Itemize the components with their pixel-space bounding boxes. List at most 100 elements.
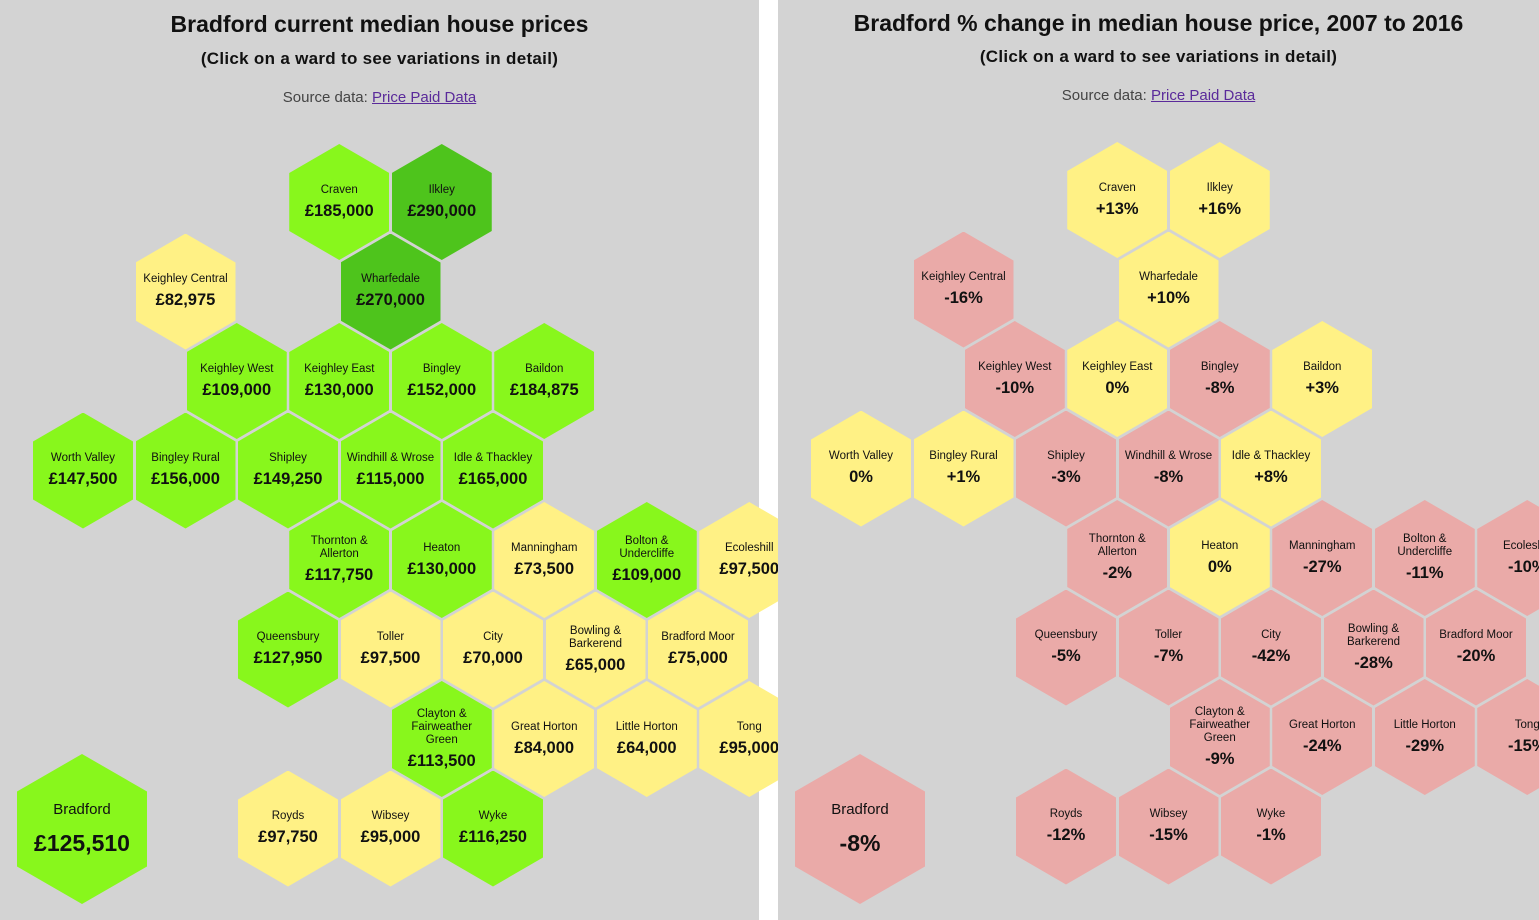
ward-hex-great-horton[interactable]: Great Horton £84,000 [494,681,595,797]
ward-value: £127,950 [253,649,323,667]
ward-name: Thornton & Allerton [1088,533,1146,558]
source-link[interactable]: Price Paid Data [1151,87,1256,104]
ward-value: £109,000 [202,380,272,399]
ward-name: Wibsey [1149,808,1188,820]
ward-name: Toller [376,631,405,643]
ward-name: Royds [271,810,305,822]
ward-name: Clayton & Fairweather Green [411,707,473,746]
ward-value: -42% [1251,647,1291,665]
ward-hex-keighley-east[interactable]: Keighley East 0% [1067,321,1168,437]
summary-value: £125,510 [34,830,130,856]
ward-hex-wharfedale[interactable]: Wharfedale +10% [1118,231,1219,348]
ward-hex-bradford-moor[interactable]: Bradford Moor £75,000 [648,591,748,708]
ward-hex-manningham[interactable]: Manningham -27% [1272,500,1373,616]
ward-hex-clayton-and-fairweather-green[interactable]: Clayton & Fairweather Green -9% [1169,679,1270,795]
ward-value: £290,000 [407,201,477,220]
ward-name: Wyke [1256,808,1286,820]
ward-hex-thornton-and-allerton[interactable]: Thornton & Allerton -2% [1067,500,1168,616]
ward-name: City [483,631,503,643]
ward-name: Bradford Moor [1439,629,1513,641]
ward-hex-toller[interactable]: Toller -7% [1118,589,1219,706]
ward-name: Heaton [423,541,461,554]
ward-hex-royds[interactable]: Royds -12% [1016,768,1116,885]
ward-name: Manningham [511,541,578,554]
ward-value: +10% [1147,289,1190,307]
ward-hex-bingley[interactable]: Bingley -8% [1169,321,1270,437]
ward-value: -1% [1256,826,1286,844]
ward-value: £97,750 [258,828,318,846]
ward-value: -8% [1153,468,1184,486]
ward-hex-toller[interactable]: Toller £97,500 [340,591,441,708]
ward-hex-little-horton[interactable]: Little Horton -29% [1374,679,1475,795]
ward-hex-worth-valley[interactable]: Worth Valley 0% [811,410,911,527]
ward-hex-baildon[interactable]: Baildon £184,875 [494,323,595,439]
ward-name: Shipley [1047,450,1085,462]
ward-hex-wyke[interactable]: Wyke -1% [1221,768,1321,885]
ward-hex-baildon[interactable]: Baildon +3% [1272,321,1373,437]
ward-hex-queensbury[interactable]: Queensbury £127,950 [238,591,338,708]
ward-hex-windhill-and-wrose[interactable]: Windhill & Wrose -8% [1118,410,1219,527]
summary-name: Bradford [53,801,111,818]
ward-value: -7% [1153,647,1184,665]
ward-value: £65,000 [565,655,626,674]
ward-hex-worth-valley[interactable]: Worth Valley £147,500 [33,412,133,529]
ward-name: Ilkley [428,183,455,196]
ward-hex-keighley-west[interactable]: Keighley West -10% [964,321,1065,437]
ward-hex-keighley-west[interactable]: Keighley West £109,000 [186,323,287,439]
ward-hex-little-horton[interactable]: Little Horton £64,000 [596,681,697,797]
ward-hex-keighley-central[interactable]: Keighley Central £82,975 [135,233,236,350]
ward-value: -9% [1205,749,1235,768]
ward-hex-keighley-central[interactable]: Keighley Central -16% [913,231,1014,348]
ward-name: Little Horton [615,720,678,733]
ward-hex-shipley[interactable]: Shipley -3% [1016,410,1116,527]
ward-hex-royds[interactable]: Royds £97,750 [238,770,338,887]
ward-hex-clayton-and-fairweather-green[interactable]: Clayton & Fairweather Green £113,500 [391,681,492,797]
ward-name: Bingley Rural [151,452,220,464]
ward-hex-wibsey[interactable]: Wibsey -15% [1118,768,1219,885]
ward-name: Manningham [1289,539,1356,552]
ward-hex-heaton[interactable]: Heaton 0% [1169,500,1270,616]
ward-value: £116,250 [459,828,527,846]
ward-hex-queensbury[interactable]: Queensbury -5% [1016,589,1116,706]
ward-hex-bingley[interactable]: Bingley £152,000 [391,323,492,439]
ward-hex-wibsey[interactable]: Wibsey £95,000 [340,770,441,887]
ward-name: Bingley [1200,360,1239,373]
ward-name: Royds [1049,808,1083,820]
ward-hex-thornton-and-allerton[interactable]: Thornton & Allerton £117,750 [289,502,390,618]
ward-hex-bingley-rural[interactable]: Bingley Rural +1% [913,410,1014,527]
ward-hex-bingley-rural[interactable]: Bingley Rural £156,000 [135,412,236,529]
ward-value: -28% [1354,653,1393,672]
ward-hex-city[interactable]: City -42% [1221,589,1321,706]
ward-name: Heaton [1201,539,1239,552]
ward-hex-ilkley[interactable]: Ilkley £290,000 [391,144,492,260]
ward-value: -8% [1205,378,1235,397]
ward-hex-ilkley[interactable]: Ilkley +16% [1169,142,1270,258]
ward-value: £130,000 [407,559,477,578]
ward-name: Queensbury [256,631,320,643]
ward-name: Bingley [422,362,461,375]
ward-hex-wharfedale[interactable]: Wharfedale £270,000 [340,233,441,350]
ward-hex-idle-and-thackley[interactable]: Idle & Thackley +8% [1221,410,1321,527]
ward-name: Windhill & Wrose [1124,450,1213,462]
ward-hex-craven[interactable]: Craven £185,000 [289,144,390,260]
ward-hex-idle-and-thackley[interactable]: Idle & Thackley £165,000 [443,412,543,529]
ward-hex-shipley[interactable]: Shipley £149,250 [238,412,338,529]
ward-hex-heaton[interactable]: Heaton £130,000 [391,502,492,618]
source-link[interactable]: Price Paid Data [372,89,477,106]
ward-hex-craven[interactable]: Craven +13% [1067,142,1168,258]
ward-value: 0% [849,468,873,486]
ward-hex-bolton-and-undercliffe[interactable]: Bolton & Undercliffe -11% [1374,500,1475,616]
ward-name: Clayton & Fairweather Green [1189,705,1251,744]
ward-hex-wyke[interactable]: Wyke £116,250 [443,770,543,887]
ward-hex-bowling-and-barkerend[interactable]: Bowling & Barkerend £65,000 [545,591,646,708]
ward-hex-great-horton[interactable]: Great Horton -24% [1272,679,1373,795]
ward-hex-manningham[interactable]: Manningham £73,500 [494,502,595,618]
summary-name: Bradford [831,801,889,818]
ward-hex-bowling-and-barkerend[interactable]: Bowling & Barkerend -28% [1323,589,1424,706]
ward-hex-bolton-and-undercliffe[interactable]: Bolton & Undercliffe £109,000 [596,502,697,618]
ward-hex-windhill-and-wrose[interactable]: Windhill & Wrose £115,000 [340,412,441,529]
ward-hex-bradford-moor[interactable]: Bradford Moor -20% [1426,589,1526,706]
ward-hex-keighley-east[interactable]: Keighley East £130,000 [289,323,390,439]
ward-hex-city[interactable]: City £70,000 [443,591,543,708]
ward-hex-tong[interactable]: Tong -15% [1477,679,1539,795]
